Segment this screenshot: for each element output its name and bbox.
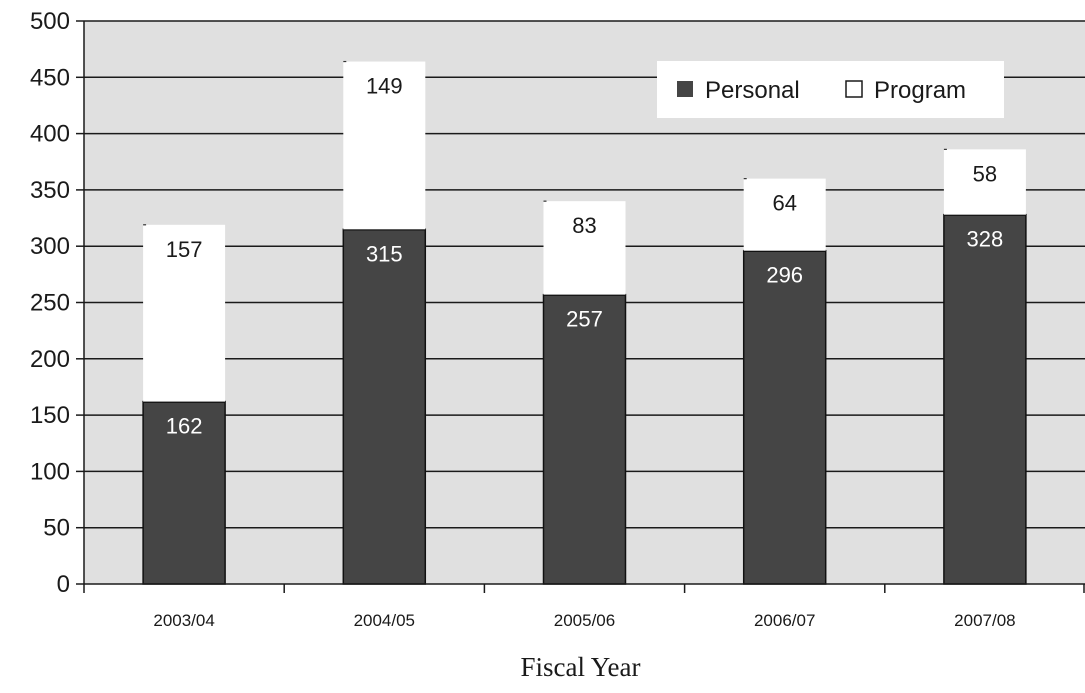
data-label: 328 — [967, 227, 1004, 252]
bar-personal-2005-06 — [544, 295, 626, 584]
data-label: 58 — [973, 161, 997, 186]
x-tick-label: 2005/06 — [554, 611, 615, 630]
legend-label-personal: Personal — [705, 77, 800, 104]
y-tick-label: 100 — [30, 458, 70, 485]
y-tick-label: 250 — [30, 290, 70, 317]
y-tick-label: 150 — [30, 402, 70, 429]
data-label: 162 — [166, 414, 203, 439]
legend-swatch-program — [846, 81, 862, 97]
data-label: 149 — [366, 74, 403, 99]
y-tick-label: 400 — [30, 121, 70, 148]
data-label: 157 — [166, 237, 203, 262]
y-tick-label: 300 — [30, 233, 70, 260]
legend-swatch-personal — [677, 81, 693, 97]
bar-personal-2006-07 — [744, 251, 826, 584]
y-tick-label: 50 — [43, 515, 70, 542]
bar-personal-2004-05 — [343, 229, 425, 584]
y-tick-label: 0 — [57, 571, 70, 598]
legend-label-program: Program — [874, 77, 966, 104]
x-tick-label: 2006/07 — [754, 611, 815, 630]
y-tick-label: 350 — [30, 177, 70, 204]
y-tick-label: 500 — [30, 8, 70, 35]
x-tick-label: 2007/08 — [954, 611, 1015, 630]
x-axis-title: Fiscal Year — [521, 652, 641, 682]
data-label: 83 — [572, 213, 596, 238]
y-tick-label: 200 — [30, 346, 70, 373]
data-label: 257 — [566, 307, 603, 332]
x-tick-label: 2003/04 — [153, 611, 214, 630]
legend: Personal Program — [657, 61, 1004, 118]
data-label: 296 — [766, 263, 803, 288]
data-label: 315 — [366, 241, 403, 266]
x-tick-label: 2004/05 — [354, 611, 415, 630]
y-tick-label: 450 — [30, 64, 70, 91]
bar-personal-2007-08 — [944, 215, 1026, 584]
data-label: 64 — [772, 191, 796, 216]
